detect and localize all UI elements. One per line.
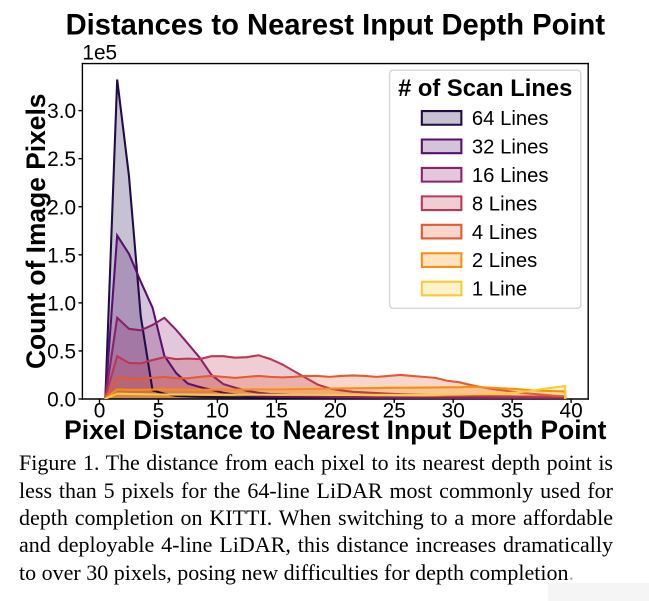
svg-text:1.0: 1.0 xyxy=(47,292,76,315)
svg-text:8 Lines: 8 Lines xyxy=(472,193,537,215)
svg-text:4 Lines: 4 Lines xyxy=(472,222,537,244)
svg-text:0: 0 xyxy=(94,400,106,423)
svg-text:15: 15 xyxy=(265,400,288,423)
svg-text:0.5: 0.5 xyxy=(47,340,76,363)
svg-text:Pixel Distance to Nearest Inpu: Pixel Distance to Nearest Input Depth Po… xyxy=(64,415,606,445)
svg-text:3.0: 3.0 xyxy=(47,100,76,123)
svg-text:0.0: 0.0 xyxy=(47,389,76,412)
svg-text:Count of Image Pixels: Count of Image Pixels xyxy=(21,94,51,370)
svg-text:2 Lines: 2 Lines xyxy=(472,250,537,272)
svg-text:30: 30 xyxy=(442,400,465,423)
svg-text:1.5: 1.5 xyxy=(47,244,76,267)
svg-text:35: 35 xyxy=(501,400,524,423)
svg-text:64 Lines: 64 Lines xyxy=(472,108,549,130)
svg-text:1e5: 1e5 xyxy=(82,41,117,64)
svg-text:20: 20 xyxy=(324,400,347,423)
svg-text:40: 40 xyxy=(560,400,583,423)
svg-text:5: 5 xyxy=(153,400,165,423)
svg-text:25: 25 xyxy=(383,400,406,423)
svg-text:2.0: 2.0 xyxy=(47,196,76,219)
svg-text:# of Scan Lines: # of Scan Lines xyxy=(398,75,572,102)
svg-text:Distances to Nearest Input Dep: Distances to Nearest Input Depth Point xyxy=(66,10,606,42)
svg-text:1 Line: 1 Line xyxy=(472,279,527,301)
svg-text:16 Lines: 16 Lines xyxy=(472,165,549,187)
svg-text:2.5: 2.5 xyxy=(47,148,76,171)
svg-text:32 Lines: 32 Lines xyxy=(472,136,549,158)
svg-text:10: 10 xyxy=(206,400,229,423)
